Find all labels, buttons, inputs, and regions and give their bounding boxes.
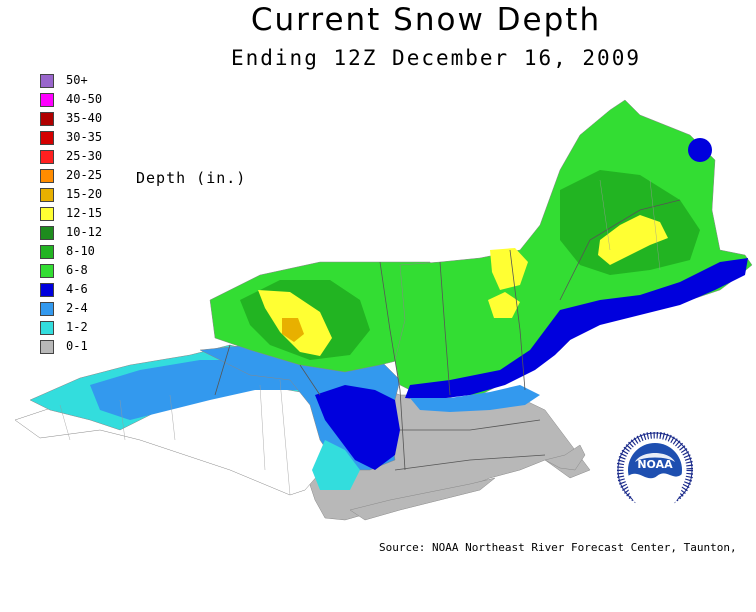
legend-label: 4-6 — [66, 282, 88, 296]
region-ne-yellow — [598, 215, 668, 265]
region-nh-yellow — [488, 292, 520, 318]
legend-label: 15-20 — [66, 187, 103, 201]
county-lines — [59, 179, 661, 496]
legend-swatch — [40, 302, 54, 316]
legend-swatch — [40, 188, 54, 202]
legend-label: 8-10 — [66, 244, 95, 258]
legend-label: 10-12 — [66, 225, 103, 239]
legend-swatch — [40, 321, 54, 335]
legend-swatch — [40, 283, 54, 297]
map-subtitle: Ending 12Z December 16, 2009 — [230, 46, 641, 70]
map-regions — [14, 99, 753, 521]
region-wny-2-4 — [90, 360, 300, 420]
legend-swatch — [40, 245, 54, 259]
region-hudson-cyan — [312, 440, 360, 490]
region-cape-cod — [544, 444, 586, 471]
legend-swatch — [40, 226, 54, 240]
legend-label: 2-4 — [66, 301, 88, 315]
region-coast-2-4 — [410, 385, 540, 412]
legend-label: 1-2 — [66, 320, 88, 334]
legend-label: 50+ — [66, 73, 88, 87]
legend-label: 12-15 — [66, 206, 103, 220]
boundaries — [214, 199, 681, 471]
legend-swatch — [40, 264, 54, 278]
region-adk-orange — [282, 318, 304, 342]
legend-title: Depth (in.) — [136, 169, 247, 187]
map-title: Current Snow Depth — [250, 2, 602, 38]
noaa-logo: NOAA — [617, 432, 693, 508]
legend-swatch — [40, 169, 54, 183]
legend-label: 30-35 — [66, 130, 103, 144]
region-hudson-blue — [315, 385, 400, 470]
legend-swatch — [40, 112, 54, 126]
legend-swatch — [40, 150, 54, 164]
legend-label: 0-1 — [66, 339, 88, 353]
region-long-island — [349, 477, 496, 521]
legend-label: 35-40 — [66, 111, 103, 125]
legend-swatch — [40, 74, 54, 88]
source-credit: Source: NOAA Northeast River Forecast Ce… — [379, 541, 737, 554]
noaa-logo-text: NOAA — [637, 458, 673, 471]
legend-label: 40-50 — [66, 92, 103, 106]
region-maine-blue-spot — [688, 138, 712, 162]
legend-label: 6-8 — [66, 263, 88, 277]
region-coast-blue — [405, 258, 748, 400]
legend-label: 20-25 — [66, 168, 103, 182]
legend-swatch — [40, 207, 54, 221]
legend-swatch — [40, 131, 54, 145]
legend-label: 25-30 — [66, 149, 103, 163]
legend-swatch — [40, 340, 54, 354]
region-vt-yellow — [490, 248, 528, 290]
legend-swatch — [40, 93, 54, 107]
